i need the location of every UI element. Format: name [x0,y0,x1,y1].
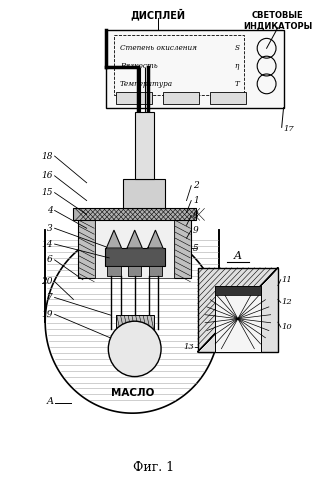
Text: A: A [234,251,242,261]
Polygon shape [127,230,142,248]
Text: ДИСПЛЕЙ: ДИСПЛЕЙ [131,9,186,20]
Text: 5: 5 [193,244,199,252]
Text: 11: 11 [282,276,292,283]
Bar [116,316,154,333]
Polygon shape [148,230,163,248]
Text: 3: 3 [47,224,53,232]
Bar [74,208,196,220]
Text: η: η [235,62,239,70]
Circle shape [108,321,161,376]
Text: 1: 1 [193,196,199,205]
Text: A: A [46,397,53,406]
Bar [114,36,244,94]
Bar [95,218,174,278]
Text: 7: 7 [47,293,53,302]
Bar [163,92,199,104]
Text: 10: 10 [282,323,292,331]
Polygon shape [107,230,122,248]
Text: СВЕТОВЫЕ
ИНДИКАТОРЫ: СВЕТОВЫЕ ИНДИКАТОРЫ [243,10,313,30]
Text: 6: 6 [47,256,53,264]
Bar [174,218,191,278]
Text: МАСЛО: МАСЛО [111,388,154,398]
Text: S: S [235,44,240,52]
Text: 8: 8 [193,211,199,220]
Text: 2: 2 [193,181,199,190]
Text: 19: 19 [41,310,53,319]
Text: 13: 13 [183,343,194,351]
Bar [149,266,162,276]
Text: 14: 14 [41,240,53,248]
Bar [108,266,121,276]
Text: 20: 20 [41,277,53,286]
Bar [116,92,152,104]
Text: 17: 17 [284,126,294,134]
Text: 18: 18 [41,152,53,160]
Bar [78,218,95,278]
Bar [105,248,165,266]
Text: Температура: Температура [120,80,173,88]
Text: Фиг. 1: Фиг. 1 [133,461,174,474]
Text: 15: 15 [41,188,53,197]
Bar [215,286,261,352]
Bar [107,30,284,108]
Bar [128,266,141,276]
Text: T: T [235,80,239,88]
Text: 4: 4 [47,206,53,215]
Bar [210,92,246,104]
Text: 9: 9 [193,226,199,234]
Bar [124,179,165,208]
Text: 12: 12 [282,298,292,306]
Text: Степень окисления: Степень окисления [120,44,196,52]
Bar [215,286,261,296]
Bar [135,112,154,179]
Text: 16: 16 [41,172,53,180]
Text: Вязкость: Вязкость [120,62,157,70]
Bar [198,268,278,352]
